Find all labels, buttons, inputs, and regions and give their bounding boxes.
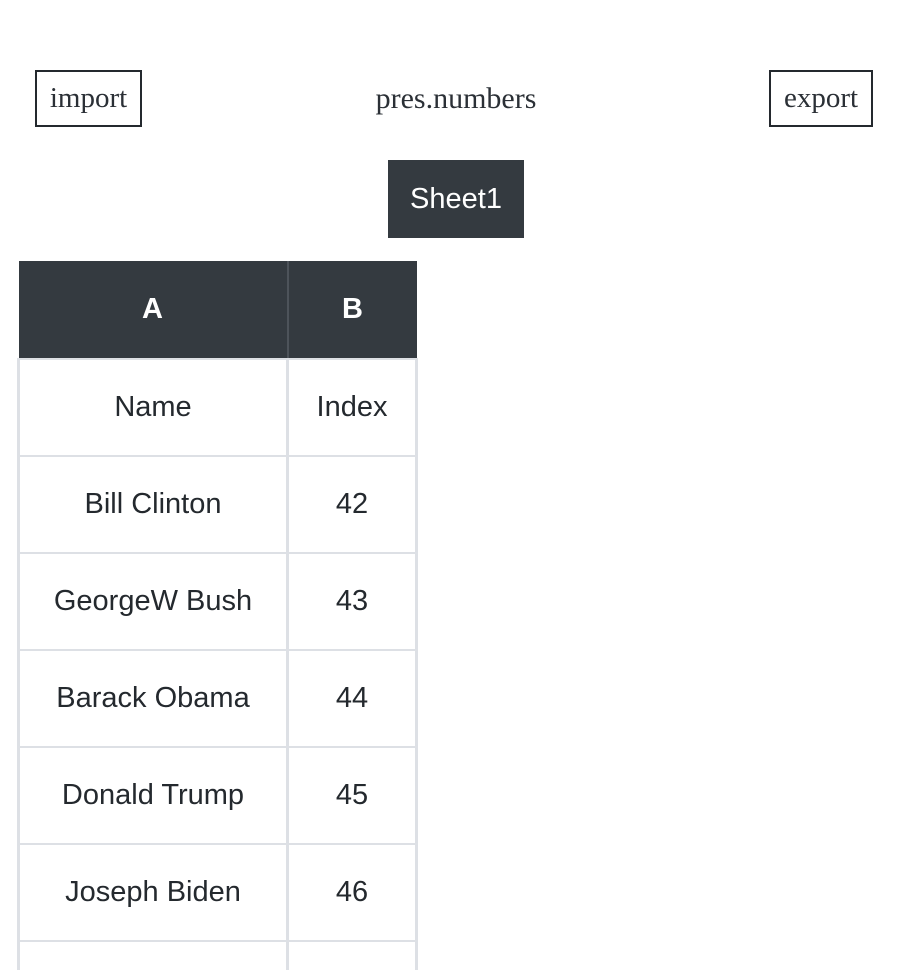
- table-cell: 45: [286, 746, 418, 845]
- export-button[interactable]: export: [769, 70, 873, 127]
- table-cell: Name: [17, 358, 289, 457]
- table-cell: 44: [286, 649, 418, 748]
- sheet-tab-bar: Sheet1: [0, 160, 912, 238]
- toolbar: import pres.numbers export: [0, 70, 912, 127]
- table-cell: Barack Obama: [17, 649, 289, 748]
- table-row: [17, 940, 418, 970]
- table-row: GeorgeW Bush 43: [17, 552, 418, 651]
- table-cell: Joseph Biden: [17, 843, 289, 942]
- sheet-tab-sheet1[interactable]: Sheet1: [388, 160, 524, 238]
- table-row: Bill Clinton 42: [17, 455, 418, 554]
- table-row: Joseph Biden 46: [17, 843, 418, 942]
- table-cell: Index: [286, 358, 418, 457]
- table-cell: Donald Trump: [17, 746, 289, 845]
- table-cell: [286, 940, 418, 970]
- table-row: Name Index: [17, 358, 418, 457]
- table-cell: Bill Clinton: [17, 455, 289, 554]
- sheet-table-body: Name Index Bill Clinton 42 GeorgeW Bush 43 Bar…: [17, 358, 418, 970]
- sheet-table: A B Name Index Bill Clinton 42 GeorgeW Bush 4…: [17, 261, 418, 970]
- table-cell: 42: [286, 455, 418, 554]
- column-header-a: A: [18, 261, 288, 359]
- table-cell: 46: [286, 843, 418, 942]
- column-header-b: B: [286, 261, 417, 359]
- import-button[interactable]: import: [35, 70, 142, 127]
- column-header-row: A B: [18, 261, 417, 359]
- table-cell: 43: [286, 552, 418, 651]
- table-cell: [17, 940, 289, 970]
- table-row: Donald Trump 45: [17, 746, 418, 845]
- document-title: pres.numbers: [375, 82, 537, 115]
- table-cell: GeorgeW Bush: [17, 552, 289, 651]
- table-row: Barack Obama 44: [17, 649, 418, 748]
